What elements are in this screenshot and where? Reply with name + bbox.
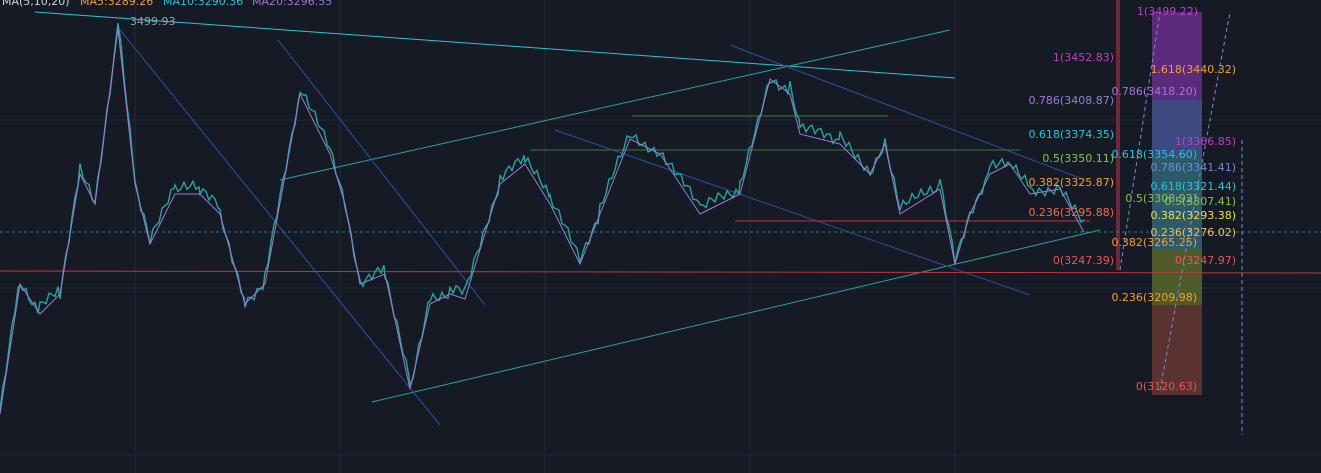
fib-label: 0(3120.63) <box>1136 380 1197 393</box>
fib-label: 0.786(3341.41) <box>1150 161 1236 174</box>
peak-label: 3499.93 <box>130 15 176 28</box>
fib-label: 0.382(3325.87) <box>1028 176 1114 189</box>
ma10: MA10:3290.36 <box>163 0 243 8</box>
fib-label: 0.236(3209.98) <box>1111 291 1197 304</box>
fib-label: 0.618(3354.60) <box>1111 148 1197 161</box>
ma-line <box>0 28 1085 415</box>
price-line <box>0 23 1085 411</box>
fib-label: 0.5(3307.41) <box>1164 195 1236 208</box>
fib-label: 0.786(3408.87) <box>1028 94 1114 107</box>
fib-label: 0.5(3350.11) <box>1042 152 1114 165</box>
fib-label: 0.618(3321.44) <box>1150 180 1236 193</box>
fib-label: 0.786(3418.20) <box>1111 85 1197 98</box>
fib-label: 0(3247.97) <box>1175 254 1236 267</box>
fib-label: 1(3452.83) <box>1053 51 1114 64</box>
fib-label: 0.382(3265.25) <box>1111 236 1197 249</box>
fib-label: 0.382(3293.38) <box>1150 209 1236 222</box>
fib-labels: 1(3452.83) 0.786(3408.87) 0.618(3374.35) 0.… <box>1028 5 1236 393</box>
fib-label: 0.236(3276.02) <box>1150 226 1236 239</box>
fib-label: 1.618(3440.32) <box>1150 63 1236 76</box>
trend-lines <box>0 11 1321 435</box>
fib-label: 0.5(3308.92) <box>1125 192 1197 205</box>
indicator-name: MA(5,10,20) <box>2 0 70 8</box>
fib-label: 0.618(3374.35) <box>1028 128 1114 141</box>
fib-label: 0.236(3295.88) <box>1028 206 1114 219</box>
fib-label: 1(3366.85) <box>1175 135 1236 148</box>
ma20: MA20:3296.55 <box>252 0 332 8</box>
fib-label: 1(3499.22) <box>1137 5 1198 18</box>
fib-zones <box>1116 0 1202 395</box>
ma5: MA5:3289.26 <box>80 0 153 8</box>
fib-label: 0(3247.39) <box>1053 254 1114 267</box>
